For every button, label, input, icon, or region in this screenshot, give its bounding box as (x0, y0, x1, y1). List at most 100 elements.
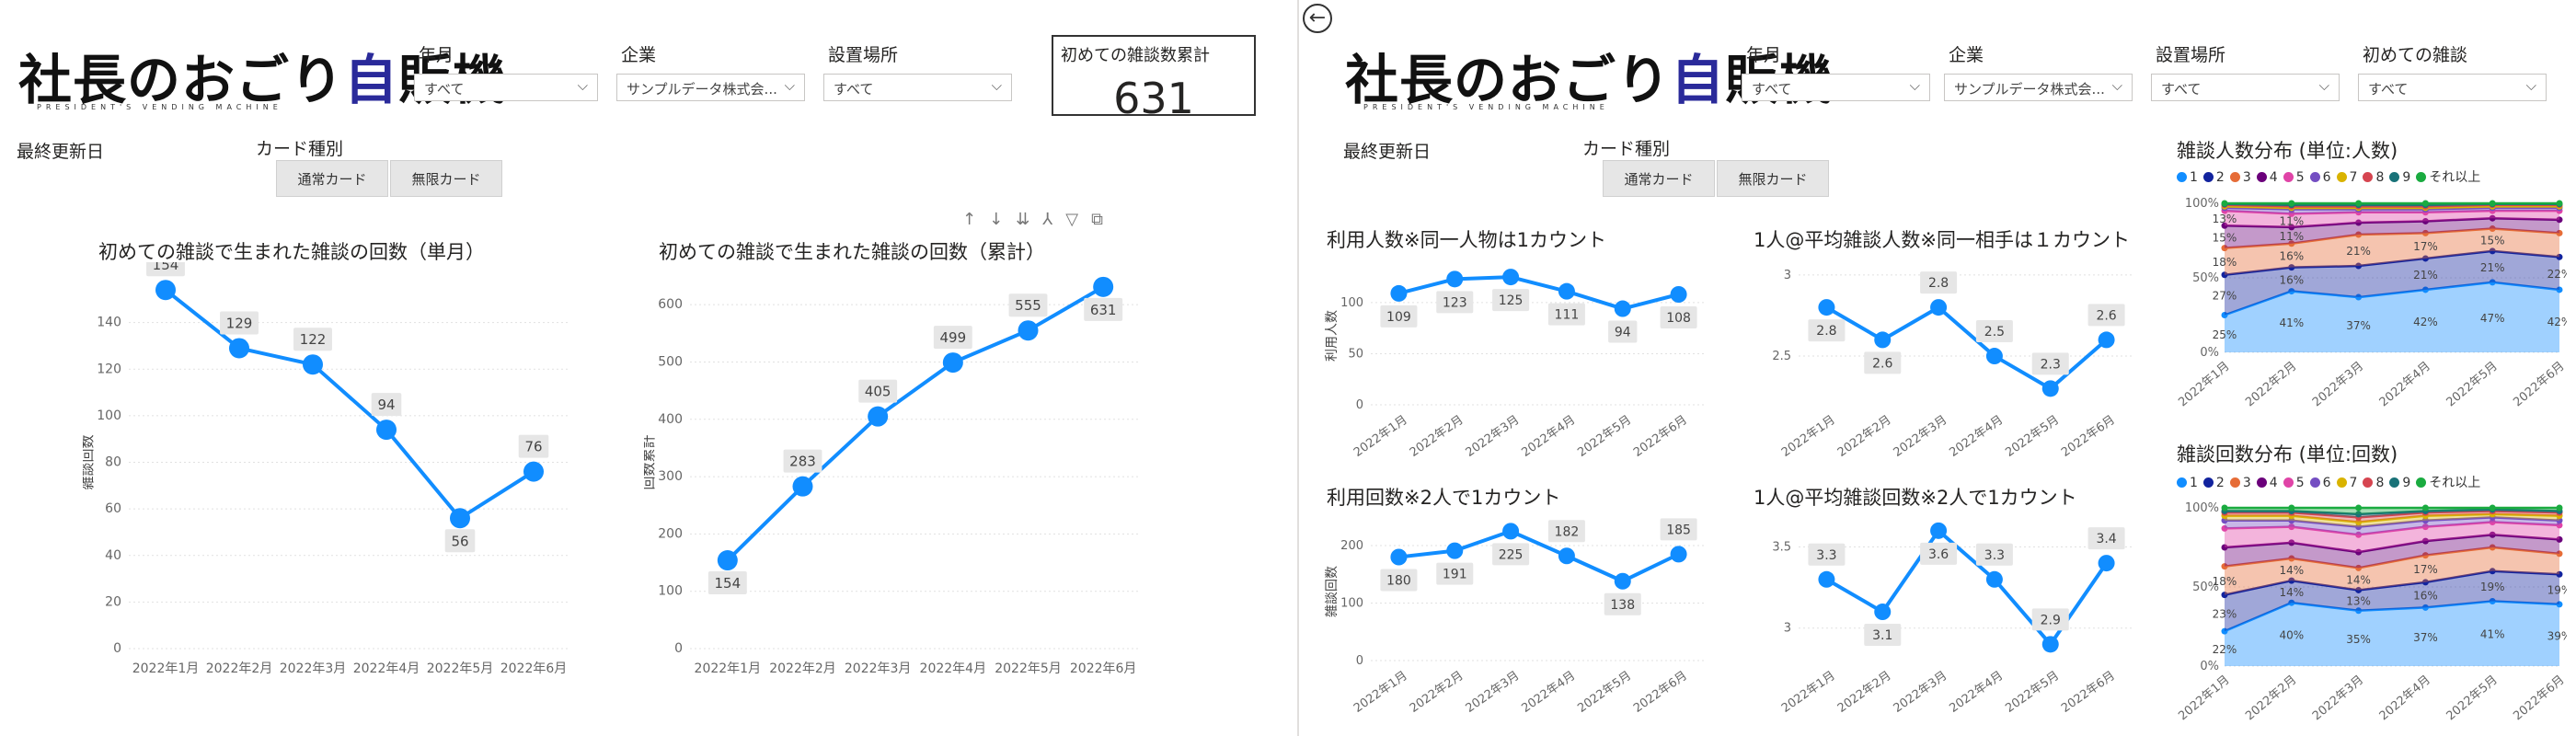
x-tick-label: 2022年3月 (1892, 413, 1950, 460)
last-updated-label-right: 最終更新日 (1343, 142, 1432, 162)
slicer-company-right[interactable]: サンプルデータ株式会... ⌵ (1944, 74, 2133, 101)
card-type-unlimited-button-right[interactable]: 無限カード (1717, 160, 1829, 197)
series-line (1398, 529, 1680, 583)
kpi-title: 初めての雑談数累計 (1061, 46, 1210, 65)
x-tick-label: 2022年5月 (1575, 413, 1634, 460)
y-tick-label: 0 (1356, 398, 1363, 412)
drill-up-icon[interactable]: ↑ (962, 210, 990, 229)
slicer-label-company-right: 企業 (1949, 45, 1984, 65)
data-point (2421, 523, 2429, 531)
data-label: 11% (2279, 215, 2304, 228)
legend-dot (2363, 477, 2374, 488)
data-label-bg (1975, 543, 2013, 566)
data-label: 21% (2480, 261, 2505, 274)
legend-item: 7 (2336, 476, 2357, 490)
data-point (1446, 270, 1464, 288)
data-label-bg (2087, 304, 2125, 327)
slicer-year-month[interactable]: すべて ⌵ (414, 74, 598, 101)
data-label: 2.6 (1872, 356, 1892, 371)
chart-title-avg-partners: 1人@平均雑談人数※同一相手は１カウント (1754, 229, 2130, 251)
data-label-bg (783, 449, 822, 473)
y-tick-label: 20 (105, 594, 121, 609)
data-label-bg (2031, 608, 2069, 631)
data-label-bg (518, 434, 549, 458)
data-label: 40% (2279, 629, 2304, 642)
data-point (1818, 299, 1835, 316)
card-type-normal-button[interactable]: 通常カード (276, 160, 388, 197)
slicer-company[interactable]: サンプルデータ株式会... ⌵ (616, 74, 805, 101)
legend-item: 1 (2177, 476, 2198, 490)
x-tick-label: 2022年4月 (2377, 360, 2433, 409)
legend-count-dist: 1 2 3 4 5 6 7 8 9 それ以上 (2177, 473, 2486, 491)
chart-title-count-dist: 雑談回数分布 (単位:回数) (2177, 443, 2398, 466)
area-series-2 (2225, 570, 2559, 632)
filter-icon[interactable]: ▽ (1065, 210, 1092, 229)
area-series-3 (2225, 547, 2559, 595)
legend-item: 7 (2336, 170, 2358, 185)
x-tick-label: 2022年6月 (1631, 669, 1690, 716)
y-tick-label: 100 (97, 408, 121, 423)
chart-monthly: 0 20 40 60 80 100 120 140 雑談回数 2022年1月 2022年2月 2022… (83, 262, 570, 676)
data-point (2556, 535, 2563, 543)
y-tick-label: 120 (97, 362, 121, 376)
data-label-bg (1920, 542, 1958, 565)
hierarchy-icon[interactable]: ⅄ (1042, 210, 1066, 229)
data-point (2489, 214, 2496, 222)
data-point (2355, 293, 2363, 301)
x-tick-label: 2022年3月 (280, 661, 347, 676)
data-point (2421, 579, 2429, 586)
data-label-bg (1436, 562, 1474, 585)
data-point (2421, 200, 2429, 207)
data-point (229, 338, 249, 359)
chevron-down-icon: ⌵ (2525, 77, 2536, 94)
card-type-normal-button-right[interactable]: 通常カード (1603, 160, 1715, 197)
data-point (2221, 563, 2228, 570)
y-tick-label: 0% (2200, 346, 2219, 360)
area-series-line (2224, 249, 2560, 277)
data-label-bg (1660, 306, 1697, 328)
y-tick-label: 80 (105, 455, 121, 470)
data-label: 94 (377, 397, 395, 413)
data-label: 185 (1666, 523, 1691, 537)
data-point (1614, 300, 1631, 317)
legend-dot (2389, 477, 2400, 488)
legend-item: 4 (2256, 476, 2278, 490)
data-label: 3.6 (1928, 547, 1949, 562)
slicer-year-month-right[interactable]: すべて ⌵ (1742, 74, 1930, 101)
data-label: 109 (1386, 310, 1411, 325)
card-type-unlimited-button[interactable]: 無限カード (390, 160, 502, 197)
legend-label: 7 (2349, 170, 2358, 185)
x-tick-label: 2022年1月 (1779, 669, 1838, 716)
x-tick-label: 2022年3月 (1892, 669, 1950, 716)
data-point (155, 280, 176, 301)
area-series-line (2224, 569, 2560, 596)
data-label-bg (1864, 351, 1902, 374)
focus-mode-icon[interactable]: ⧉ (1091, 210, 1116, 229)
slicer-first-chat[interactable]: すべて ⌵ (2358, 74, 2547, 101)
x-tick-label: 2022年3月 (2310, 673, 2366, 723)
data-label-bg (1864, 624, 1902, 647)
data-label: 14% (2346, 573, 2371, 586)
expand-all-icon[interactable]: ⇊ (1016, 210, 1043, 229)
data-label: 122 (300, 331, 327, 348)
area-series-line (2224, 521, 2560, 536)
chart-title-users: 利用人数※同一人物は1カウント (1327, 229, 1606, 251)
drill-down-icon[interactable]: ↓ (989, 210, 1017, 229)
data-label: 37% (2413, 631, 2438, 644)
chart-avg-partners: 2.532022年1月2022年2月2022年3月2022年4月2022年5月2… (1772, 269, 2134, 460)
data-label-bg (1436, 291, 1474, 314)
area-series-2 (2225, 250, 2559, 316)
legend-dot (2336, 477, 2347, 488)
data-point (2556, 522, 2563, 529)
legend-label: 2 (2215, 170, 2225, 185)
legend-dot (2336, 172, 2347, 182)
slicer-value: すべて (1752, 81, 1792, 98)
back-button[interactable]: ← (1303, 4, 1332, 33)
legend-label: それ以上 (2429, 170, 2481, 185)
slicer-location-right[interactable]: すべて ⌵ (2151, 74, 2340, 101)
area-series-line (2225, 508, 2560, 516)
data-point (2041, 636, 2059, 653)
y-tick-label: 3.5 (1772, 540, 1791, 554)
slicer-location[interactable]: すべて ⌵ (823, 74, 1012, 101)
chart-title-avg-chats: 1人@平均雑談回数※2人で1カウント (1754, 487, 2077, 509)
